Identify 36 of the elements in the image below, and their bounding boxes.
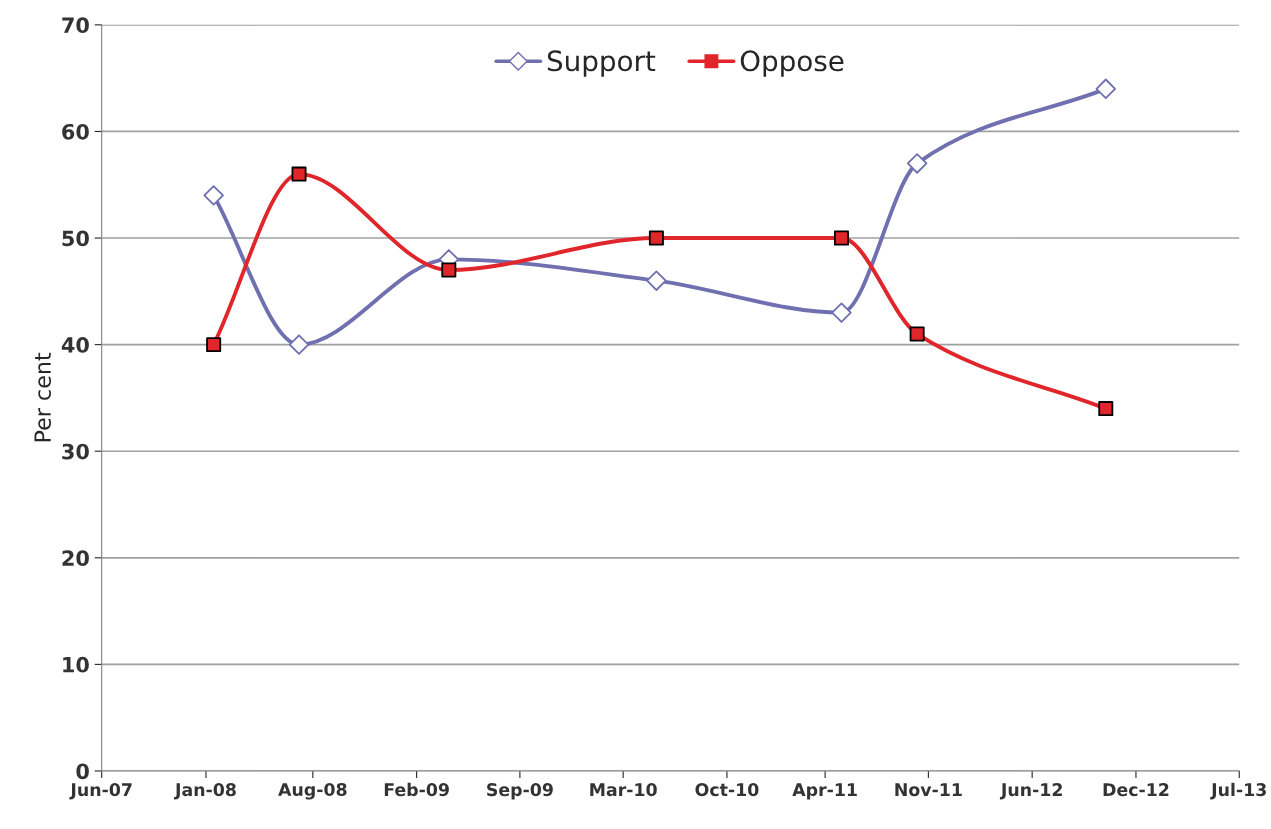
- x-tick-label: Dec-12: [1103, 783, 1169, 797]
- x-tick-label: Aug-08: [278, 782, 347, 800]
- x-tick-label: Jan-08: [174, 783, 236, 800]
- point: [648, 230, 664, 246]
- point: [203, 185, 224, 206]
- x-tick-label: Oct-10: [695, 783, 759, 797]
- x-tick-label: Sep-09: [487, 783, 553, 800]
- point: [833, 230, 849, 246]
- point: [909, 326, 925, 342]
- x-tick-label: Jul-13: [1210, 782, 1266, 800]
- legend-label: Oppose: [740, 50, 844, 77]
- x-tick-label: Nov-11: [895, 783, 962, 797]
- x-tick-label: Feb-09: [384, 782, 449, 797]
- x-tick-label: Apr-11: [792, 783, 857, 800]
- x-tick-label: Jun-07: [69, 783, 132, 800]
- point: [288, 334, 310, 355]
- y-tick-label: 0: [76, 763, 89, 780]
- y-tick-label: 40: [61, 337, 89, 353]
- x-tick-label: Mar-10: [590, 783, 657, 797]
- point: [1098, 401, 1114, 417]
- point: [291, 166, 307, 182]
- y-tick-label: 70: [62, 17, 89, 34]
- point: [206, 337, 222, 353]
- y-tick-label: 10: [63, 656, 89, 673]
- y-tick-label: 20: [62, 550, 89, 567]
- point: [831, 302, 852, 323]
- point: [1095, 78, 1117, 100]
- point: [906, 153, 928, 174]
- y-tick-label: 30: [62, 443, 89, 460]
- point: [646, 270, 667, 291]
- y-axis-title: Per cent: [34, 352, 52, 442]
- y-tick-label: 50: [62, 230, 89, 247]
- point: [441, 262, 457, 278]
- y-tick-label: 60: [62, 123, 89, 140]
- x-tick-label: Jun-12: [999, 783, 1062, 800]
- legend-label: Support: [547, 50, 656, 77]
